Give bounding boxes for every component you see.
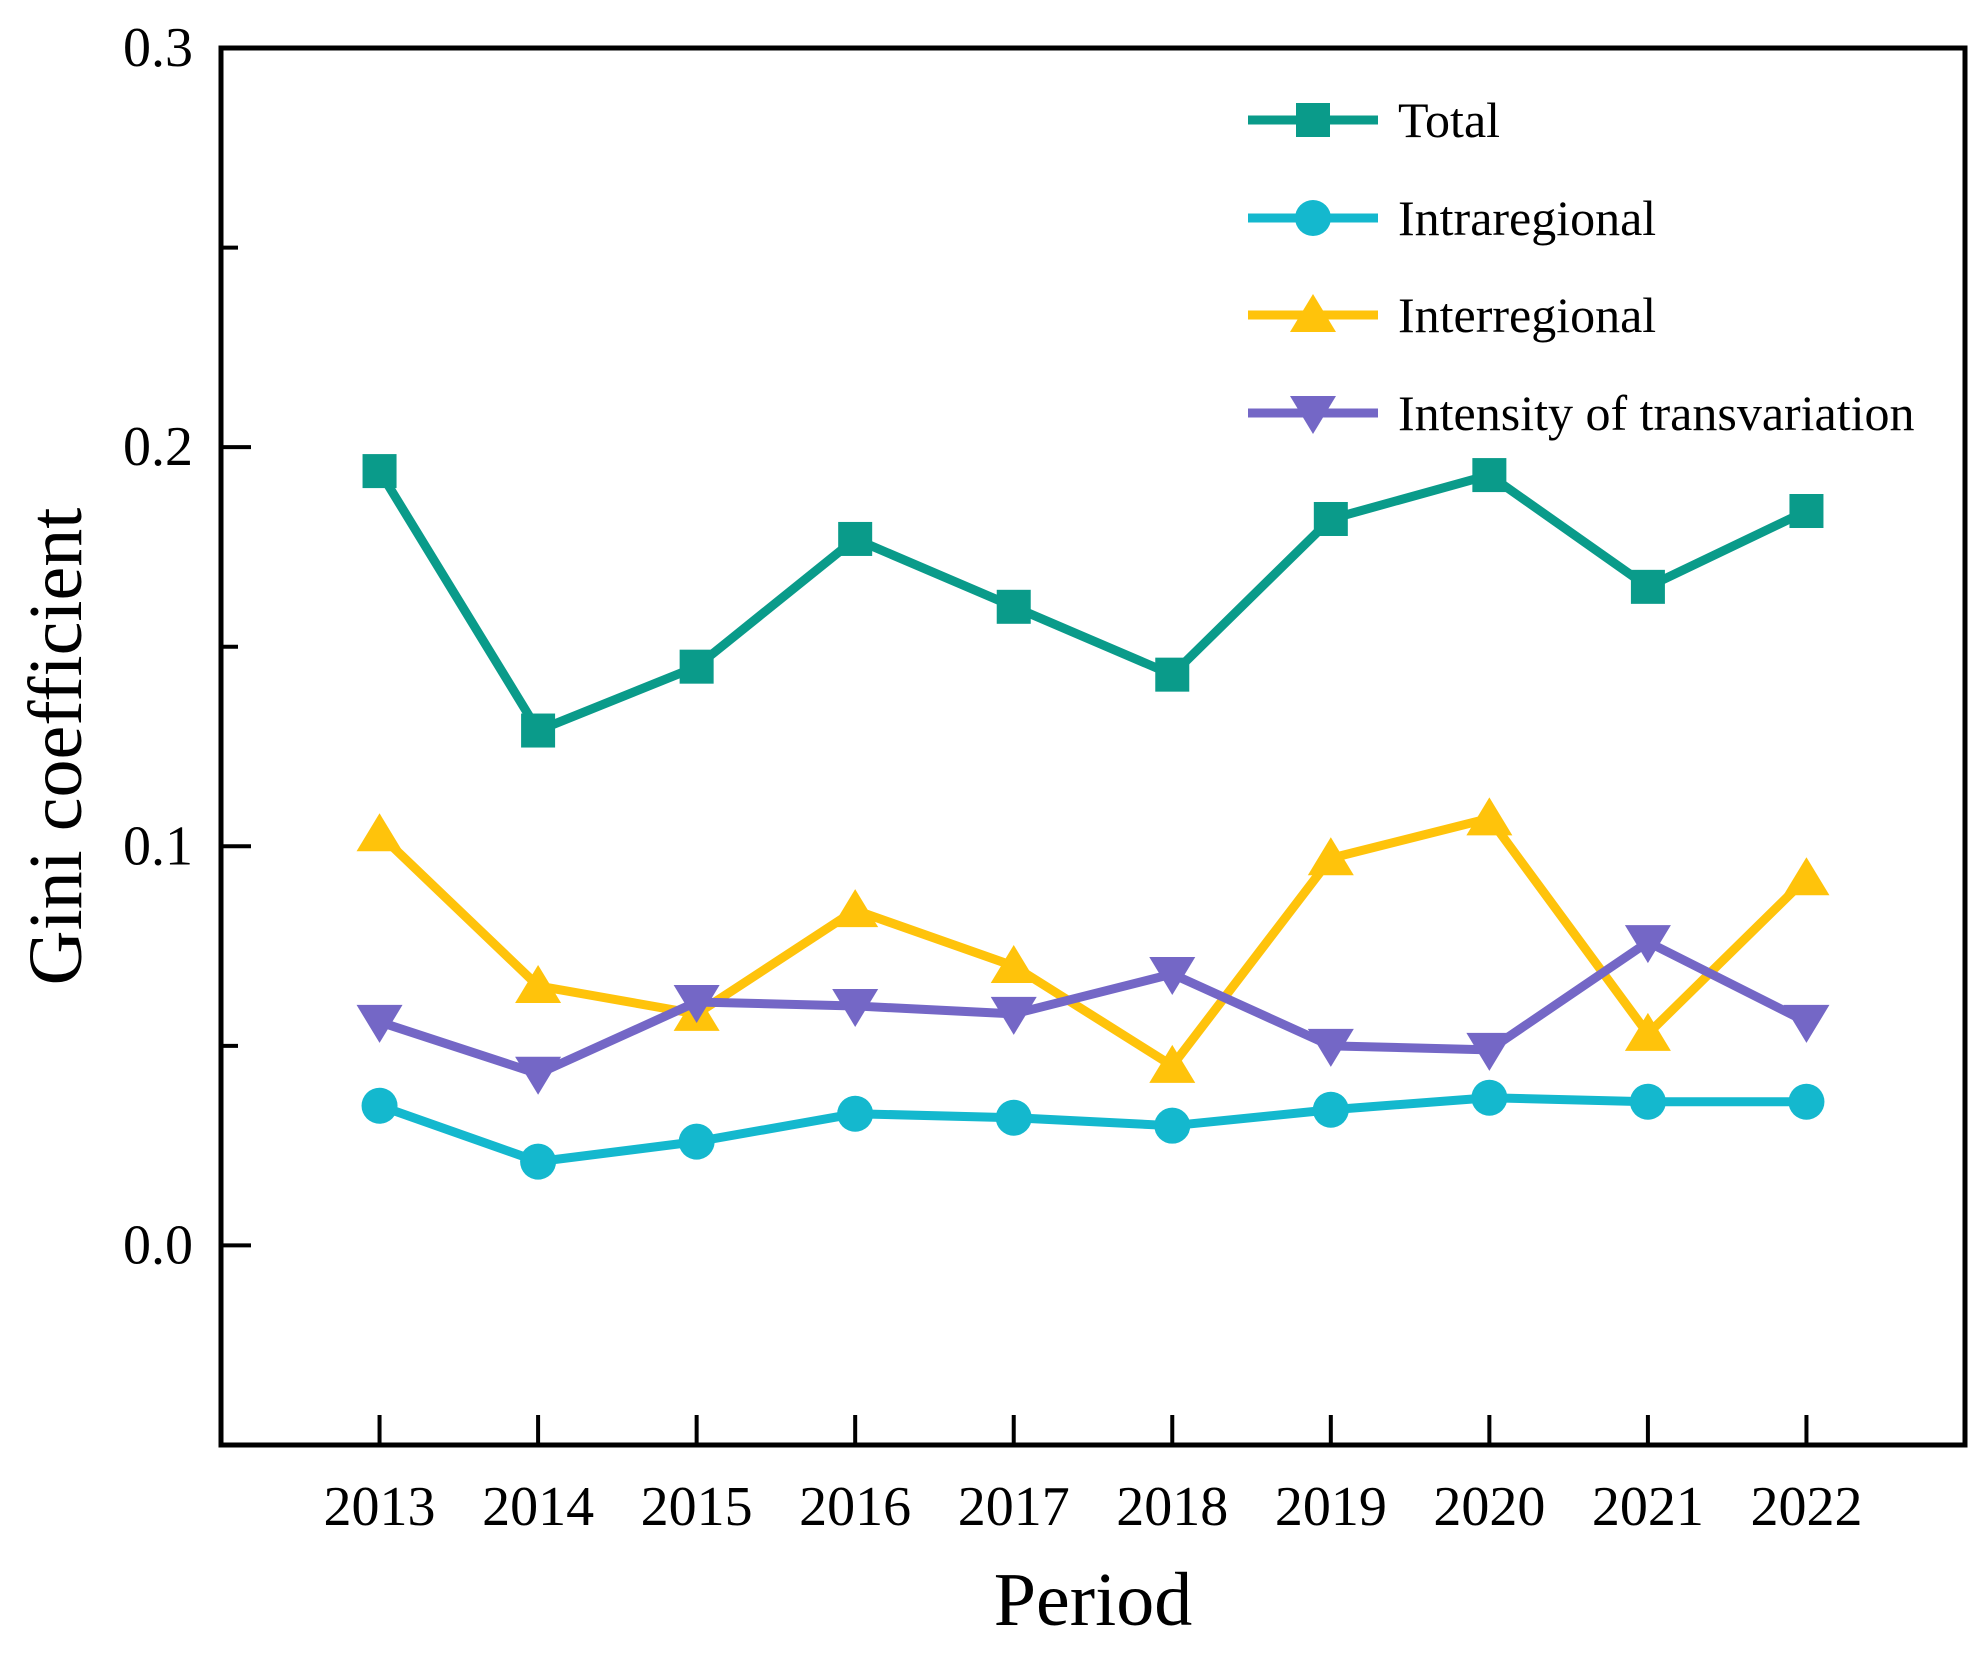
legend-marker-triangle-up	[1290, 294, 1336, 332]
y-tick-label: 0.2	[123, 416, 193, 478]
series-line-intensity-of-transvariation	[375, 937, 1811, 1079]
data-point-interregional-2021	[1624, 1012, 1671, 1051]
data-point-intensity-of-transvariation-2021	[1624, 925, 1671, 964]
data-point-intraregional-2017	[995, 1099, 1032, 1136]
legend-label: Intensity of transvariation	[1398, 385, 1915, 441]
data-point-intraregional-2014	[520, 1143, 557, 1180]
data-point-total-2022	[1789, 494, 1824, 529]
data-point-intraregional-2016	[837, 1095, 874, 1132]
legend-marker-triangle-down	[1290, 396, 1336, 434]
data-point-interregional-2018	[1149, 1044, 1196, 1083]
x-tick-label: 2013	[324, 1476, 436, 1538]
data-point-interregional-2019	[1307, 837, 1354, 876]
axis-ticks	[221, 46, 1809, 1445]
legend-item: Intraregional	[1248, 190, 1656, 246]
x-tick-label: 2016	[799, 1476, 911, 1538]
x-tick-label: 2020	[1433, 1476, 1545, 1538]
legend-marker-circle	[1295, 200, 1331, 236]
series-line-interregional	[375, 813, 1811, 1071]
x-tick-label: 2019	[1275, 1476, 1387, 1538]
data-point-total-2019	[1313, 501, 1348, 536]
data-series	[356, 454, 1830, 1180]
legend-label: Intraregional	[1398, 190, 1656, 246]
data-point-intraregional-2021	[1629, 1083, 1666, 1120]
data-point-intensity-of-transvariation-2016	[832, 988, 879, 1027]
series-line-total	[375, 466, 1811, 736]
data-point-intensity-of-transvariation-2013	[356, 1004, 403, 1043]
x-tick-label: 2017	[958, 1476, 1070, 1538]
legend-item: Total	[1248, 92, 1500, 148]
data-point-intensity-of-transvariation-2018	[1149, 957, 1196, 996]
legend-item: Interregional	[1248, 287, 1656, 343]
y-tick-label: 0.1	[123, 815, 193, 877]
axis-labels: 0.0 0.1 0.2 0.3 2013 2014 2015 2016 2017 2018 2019…	[14, 17, 1862, 1642]
data-point-total-2015	[679, 649, 714, 684]
series-line-intraregional	[375, 1093, 1811, 1167]
x-tick-label: 2021	[1592, 1476, 1704, 1538]
x-tick-label: 2022	[1750, 1476, 1862, 1538]
x-tick-label: 2018	[1116, 1476, 1228, 1538]
legend-label: Total	[1398, 92, 1500, 148]
legend-item: Intensity of transvariation	[1248, 385, 1915, 441]
data-point-interregional-2017	[990, 945, 1037, 984]
legend: Total Intraregional Interregional Intensity…	[1248, 92, 1915, 441]
data-point-total-2017	[996, 589, 1031, 624]
data-point-total-2018	[1155, 657, 1190, 692]
data-point-interregional-2013	[356, 813, 403, 852]
legend-marker-square	[1296, 103, 1330, 137]
data-point-interregional-2020	[1466, 797, 1513, 836]
data-point-total-2014	[521, 713, 556, 748]
data-point-intraregional-2022	[1788, 1083, 1825, 1120]
data-point-intensity-of-transvariation-2022	[1783, 1004, 1830, 1043]
data-point-intensity-of-transvariation-2020	[1466, 1032, 1513, 1071]
y-tick-label: 0.0	[123, 1214, 193, 1276]
data-point-intensity-of-transvariation-2019	[1307, 1028, 1354, 1067]
data-point-interregional-2016	[832, 889, 879, 928]
data-point-interregional-2022	[1783, 857, 1830, 896]
data-point-intraregional-2015	[678, 1123, 715, 1160]
data-point-intraregional-2019	[1312, 1091, 1349, 1128]
x-tick-label: 2014	[482, 1476, 594, 1538]
data-point-total-2020	[1472, 458, 1507, 493]
data-point-intensity-of-transvariation-2017	[990, 996, 1037, 1035]
legend-label: Interregional	[1398, 287, 1656, 343]
plot-frame	[218, 45, 1968, 1448]
y-tick-label: 0.3	[123, 17, 193, 79]
data-point-intraregional-2020	[1471, 1079, 1508, 1116]
data-point-total-2016	[838, 521, 873, 556]
data-point-intensity-of-transvariation-2015	[673, 984, 720, 1023]
x-axis-title: Period	[994, 1558, 1192, 1642]
data-point-intraregional-2018	[1154, 1107, 1191, 1144]
data-point-intensity-of-transvariation-2014	[515, 1056, 562, 1095]
data-point-interregional-2014	[515, 964, 562, 1003]
x-tick-label: 2015	[641, 1476, 753, 1538]
y-axis-title: Gini coefficient	[14, 508, 98, 986]
data-point-total-2013	[362, 454, 397, 489]
data-point-total-2021	[1630, 569, 1665, 604]
data-point-intraregional-2013	[361, 1087, 398, 1124]
plot-border	[218, 45, 1968, 1448]
